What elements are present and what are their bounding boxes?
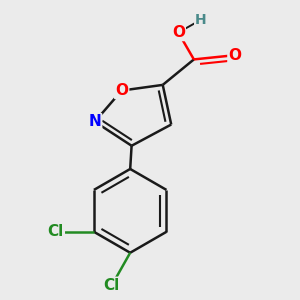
Text: O: O [172, 25, 185, 40]
Text: N: N [88, 114, 101, 129]
Text: O: O [228, 48, 242, 63]
Text: Cl: Cl [48, 224, 64, 239]
Text: Cl: Cl [104, 278, 120, 293]
Text: H: H [195, 13, 207, 27]
Text: O: O [115, 83, 128, 98]
